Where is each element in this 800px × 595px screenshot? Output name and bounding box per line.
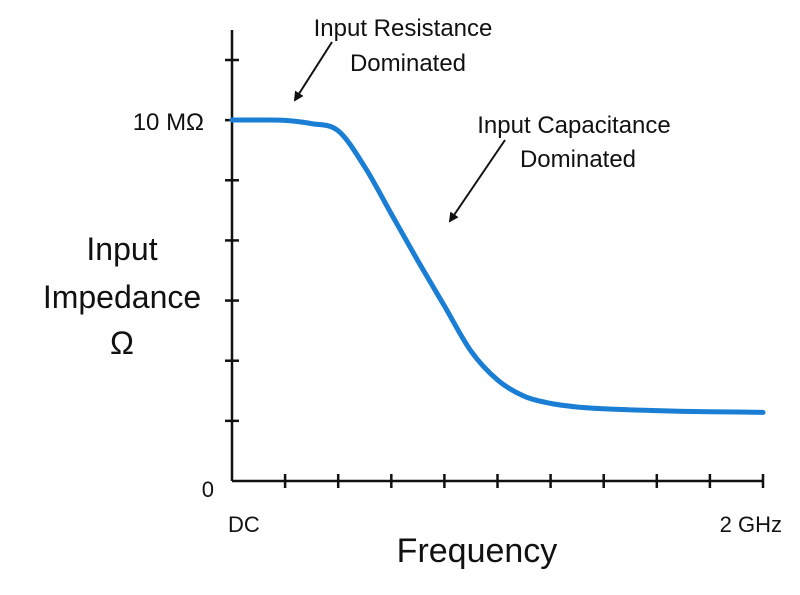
annotation-capacitance-arrow [448,139,506,223]
y-axis-label-line-3: Ω [110,325,134,361]
x-tick-label-start: DC [228,512,260,537]
x-axis-label: Frequency [397,532,558,570]
x-tick-label-end: 2 GHz [720,512,782,537]
y-axis-label-line-2: Impedance [43,279,201,315]
y-axis-ticks [225,58,239,423]
x-axis-ticks [283,474,765,488]
y-tick-label-bottom: 0 [202,477,214,502]
y-tick-label-top: 10 MΩ [133,109,204,136]
annotation-resistance-line-2: Dominated [350,50,466,77]
y-axis-label-line-1: Input [86,231,157,267]
impedance-curve [229,117,766,415]
annotation-resistance-line-1: Input Resistance [314,15,493,42]
annotation-capacitance-line-1: Input Capacitance [477,112,670,139]
annotation-resistance-arrow [293,41,333,102]
annotation-capacitance-line-2: Dominated [520,146,636,173]
